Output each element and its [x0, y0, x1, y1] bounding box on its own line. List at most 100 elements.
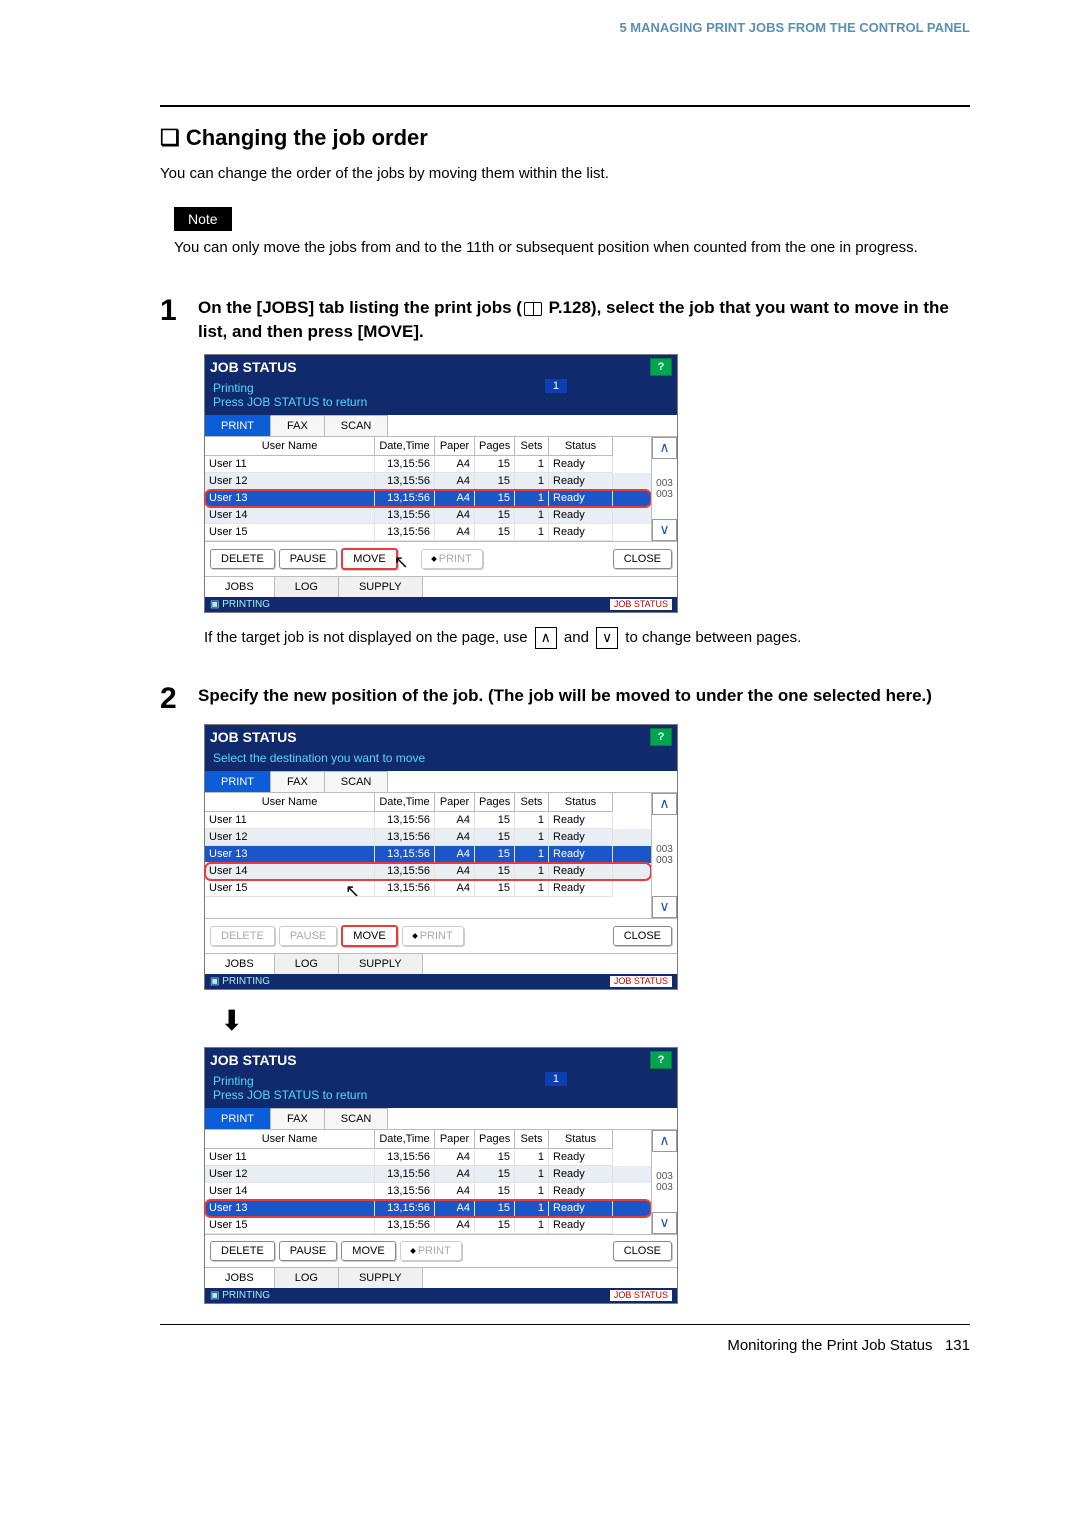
tab-jobs[interactable]: JOBS [205, 1268, 275, 1288]
cursor-icon: ↖ [394, 552, 409, 573]
note-label: Note [174, 207, 232, 231]
table-row[interactable]: User 1513,15:56A4151Ready [205, 524, 651, 541]
tab-supply[interactable]: SUPPLY [339, 577, 423, 597]
table-row[interactable]: User 1513,15:56A4151Ready [205, 880, 651, 897]
scroll-up-button[interactable]: ∧ [652, 437, 677, 459]
note-text: You can only move the jobs from and to t… [174, 239, 970, 256]
job-type-tabs: PRINT FAX SCAN [205, 771, 677, 793]
action-button-row: DELETE PAUSE MOVE PRINT CLOSE [205, 918, 677, 953]
tab-scan[interactable]: SCAN [325, 415, 389, 436]
down-arrow-icon: ∨ [596, 627, 618, 649]
move-button[interactable]: MOVE [341, 925, 397, 947]
table-row[interactable]: User 1313,15:56A4151Ready [205, 1200, 651, 1217]
table-row[interactable]: User 1113,15:56A4151Ready [205, 456, 651, 473]
flow-arrow-icon: ⬇ [220, 1004, 970, 1037]
panel-subtitle: Select the destination you want to move [205, 749, 677, 771]
step-1-number: 1 [160, 296, 186, 344]
action-button-row: DELETE PAUSE MOVE PRINT CLOSE [205, 1234, 677, 1267]
tab-log[interactable]: LOG [275, 577, 339, 597]
table-row[interactable]: User 1313,15:56A4151Ready [205, 846, 651, 863]
tab-print[interactable]: PRINT [205, 771, 271, 792]
panel-title: JOB STATUS [210, 359, 297, 375]
pause-button: PAUSE [279, 926, 337, 946]
panel-subtitle: Printing1Press JOB STATUS to return [205, 1072, 677, 1108]
delete-button[interactable]: DELETE [210, 549, 275, 569]
tab-scan[interactable]: SCAN [325, 771, 389, 792]
table-row[interactable]: User 1113,15:56A4151Ready [205, 812, 651, 829]
tab-jobs[interactable]: JOBS [205, 577, 275, 597]
scroll-column: ∧ 003003 ∨ [651, 437, 677, 541]
step-2: 2 Specify the new position of the job. (… [160, 684, 970, 714]
scroll-down-button[interactable]: ∨ [652, 1212, 677, 1234]
table-row[interactable]: User 1313,15:56A4151Ready [205, 490, 651, 507]
table-row[interactable]: User 1113,15:56A4151Ready [205, 1149, 651, 1166]
book-icon [524, 302, 542, 316]
table-header: User NameDate,TimePaperPagesSetsStatus [205, 437, 651, 456]
running-header: 5 MANAGING PRINT JOBS FROM THE CONTROL P… [160, 20, 970, 35]
print-button: PRINT [421, 549, 483, 569]
tab-log[interactable]: LOG [275, 1268, 339, 1288]
scroll-up-button[interactable]: ∧ [652, 793, 677, 815]
close-button[interactable]: CLOSE [613, 549, 672, 569]
status-strip: ▣ PRINTINGJOB STATUS [205, 597, 677, 612]
tab-jobs[interactable]: JOBS [205, 954, 275, 974]
tab-print[interactable]: PRINT [205, 415, 271, 436]
tab-fax[interactable]: FAX [271, 1108, 325, 1129]
close-button[interactable]: CLOSE [613, 926, 672, 946]
tab-scan[interactable]: SCAN [325, 1108, 389, 1129]
panel-title: JOB STATUS [210, 729, 297, 745]
count-badge: 1 [545, 1072, 567, 1086]
panel-2: JOB STATUS ? Select the destination you … [204, 724, 970, 990]
section-title: ❏ Changing the job order [160, 125, 970, 151]
scroll-down-button[interactable]: ∨ [652, 896, 677, 918]
tab-supply[interactable]: SUPPLY [339, 1268, 423, 1288]
panel-3: JOB STATUS ? Printing1Press JOB STATUS t… [204, 1047, 970, 1304]
step-2-text: Specify the new position of the job. (Th… [198, 684, 932, 714]
job-type-tabs: PRINT FAX SCAN [205, 415, 677, 437]
table-row[interactable]: User 1213,15:56A4151Ready [205, 829, 651, 846]
table-row[interactable]: User 1513,15:56A4151Ready [205, 1217, 651, 1234]
panel-titlebar: JOB STATUS ? [205, 355, 677, 379]
up-arrow-icon: ∧ [535, 627, 557, 649]
delete-button: DELETE [210, 926, 275, 946]
scroll-up-button[interactable]: ∧ [652, 1130, 677, 1152]
bottom-tabs: JOBS LOG SUPPLY [205, 953, 677, 974]
delete-button[interactable]: DELETE [210, 1241, 275, 1261]
table-row[interactable]: User 1213,15:56A4151Ready [205, 1166, 651, 1183]
scroll-down-button[interactable]: ∨ [652, 519, 677, 541]
help-button[interactable]: ? [650, 1051, 672, 1069]
panel-titlebar: JOB STATUS ? [205, 1048, 677, 1072]
tab-fax[interactable]: FAX [271, 415, 325, 436]
move-button[interactable]: MOVE [341, 548, 397, 570]
table-row[interactable]: User 1413,15:56A4151Ready [205, 863, 651, 880]
step-2-number: 2 [160, 684, 186, 714]
pause-button[interactable]: PAUSE [279, 1241, 337, 1261]
tab-fax[interactable]: FAX [271, 771, 325, 792]
pause-button[interactable]: PAUSE [279, 549, 337, 569]
print-button: PRINT [400, 1241, 462, 1261]
tab-print[interactable]: PRINT [205, 1108, 271, 1129]
move-button[interactable]: MOVE [341, 1241, 395, 1261]
scroll-indicator: 003003 [652, 459, 677, 519]
step-1-text: On the [JOBS] tab listing the print jobs… [198, 296, 970, 344]
scroll-column: ∧ 003003 ∨ [651, 793, 677, 918]
panel1-caption: If the target job is not displayed on th… [204, 627, 970, 649]
scroll-indicator: 003003 [652, 1152, 677, 1212]
table-row[interactable]: User 1213,15:56A4151Ready [205, 473, 651, 490]
status-strip: ▣ PRINTINGJOB STATUS [205, 1288, 677, 1303]
table-row[interactable]: User 1413,15:56A4151Ready [205, 507, 651, 524]
close-button[interactable]: CLOSE [613, 1241, 672, 1261]
step-1: 1 On the [JOBS] tab listing the print jo… [160, 296, 970, 344]
panel-1: JOB STATUS ? Printing1Press JOB STATUS t… [204, 354, 970, 613]
print-button: PRINT [402, 926, 464, 946]
help-button[interactable]: ? [650, 728, 672, 746]
help-button[interactable]: ? [650, 358, 672, 376]
tab-supply[interactable]: SUPPLY [339, 954, 423, 974]
bottom-tabs: JOBS LOG SUPPLY [205, 1267, 677, 1288]
tab-log[interactable]: LOG [275, 954, 339, 974]
panel-titlebar: JOB STATUS ? [205, 725, 677, 749]
table-header: User NameDate,TimePaperPagesSetsStatus [205, 1130, 651, 1149]
count-badge: 1 [545, 379, 567, 393]
bottom-tabs: JOBS LOG SUPPLY [205, 576, 677, 597]
table-row[interactable]: User 1413,15:56A4151Ready [205, 1183, 651, 1200]
